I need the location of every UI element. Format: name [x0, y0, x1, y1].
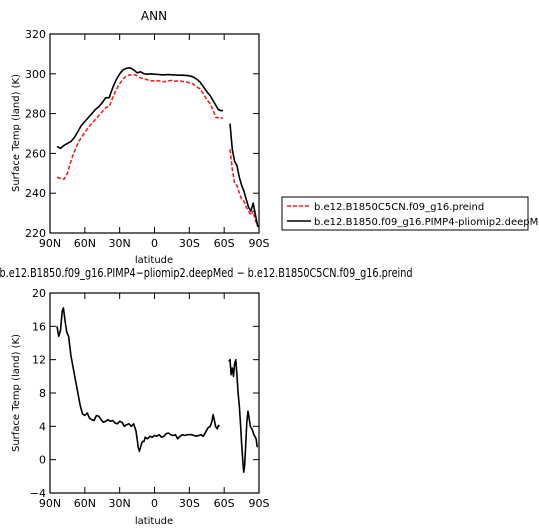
top-x-tick-label: 60S — [214, 237, 235, 250]
bottom-series-group — [56, 307, 259, 473]
top-x-tick-label: 90N — [39, 237, 61, 250]
bottom-x-tick-label: 0 — [151, 497, 158, 510]
legend-box — [281, 196, 529, 231]
top-series-0-line-segment-1 — [229, 149, 259, 226]
legend-label-deepmed: b.e12.B1850.f09_g16.PIMP4-pliomip2.deepM… — [314, 217, 539, 228]
bottom-x-tick-label: 60S — [214, 497, 235, 510]
bottom-y-tick-label: 12 — [32, 354, 46, 367]
bottom-y-tick-label: 16 — [32, 320, 46, 333]
bottom-series-0-line-segment-1 — [228, 358, 259, 473]
top-series-group — [56, 67, 259, 228]
top-chart-title: ANN — [141, 9, 167, 23]
top-series-1-line-segment-1 — [229, 123, 259, 228]
bottom-y-tick-label: 0 — [39, 454, 46, 467]
bottom-series-0-line-segment-0 — [56, 307, 220, 453]
top-y-tick-label: 220 — [25, 227, 46, 240]
bottom-plot-frame — [49, 292, 260, 494]
bottom-x-tick-label: 30N — [109, 497, 131, 510]
top-x-tick-label: 90S — [249, 237, 270, 250]
bottom-y-tick-label: 8 — [39, 387, 46, 400]
top-y-axis-label: Surface Temp (land) (K) — [11, 74, 22, 192]
bottom-y-tick-label: 20 — [32, 287, 46, 300]
bottom-x-tick-label: 90S — [249, 497, 270, 510]
bottom-axis-ticks: 90N 60N 30N 0 30S 60S 90S −4 0 4 8 12 16 20 — [30, 287, 270, 510]
top-x-tick-label: 30S — [179, 237, 200, 250]
top-x-tick-label: 0 — [151, 237, 158, 250]
bottom-x-tick-label: 60N — [74, 497, 96, 510]
bottom-y-axis-label: Surface Temp (land) (K) — [11, 334, 22, 452]
bottom-x-tick-label: 90N — [39, 497, 61, 510]
top-panel: ANN 90N 60N 30N 0 30S 60S 90S 220 240 260 280 300 32… — [11, 9, 270, 266]
bottom-x-axis-label: latitude — [135, 516, 173, 527]
top-x-tick-label: 60N — [74, 237, 96, 250]
bottom-y-tick-label: −4 — [30, 487, 46, 500]
top-y-tick-label: 320 — [25, 28, 46, 41]
bottom-x-tick-label: 30S — [179, 497, 200, 510]
bottom-panel: b.e12.B1850.f09_g16.PIMP4−pliomip2.deepM… — [0, 266, 413, 527]
top-x-tick-label: 30N — [109, 237, 131, 250]
top-y-tick-label: 260 — [25, 147, 46, 160]
top-x-axis-label: latitude — [135, 255, 173, 266]
top-series-0-line-segment-0 — [56, 73, 224, 181]
top-axis-ticks: 90N 60N 30N 0 30S 60S 90S 220 240 260 280 300 320 — [25, 28, 270, 250]
top-plot-frame — [49, 33, 260, 234]
chart-legend: b.e12.B1850C5CN.f09_g16.preind b.e12.B18… — [281, 196, 539, 231]
bottom-y-tick-label: 4 — [39, 420, 46, 433]
legend-label-preind: b.e12.B1850C5CN.f09_g16.preind — [314, 202, 484, 213]
top-series-1-line-segment-0 — [56, 67, 223, 150]
top-y-tick-label: 280 — [25, 108, 46, 121]
bottom-chart-title: b.e12.B1850.f09_g16.PIMP4−pliomip2.deepM… — [0, 266, 413, 280]
top-y-tick-label: 240 — [25, 187, 46, 200]
top-y-tick-label: 300 — [25, 68, 46, 81]
